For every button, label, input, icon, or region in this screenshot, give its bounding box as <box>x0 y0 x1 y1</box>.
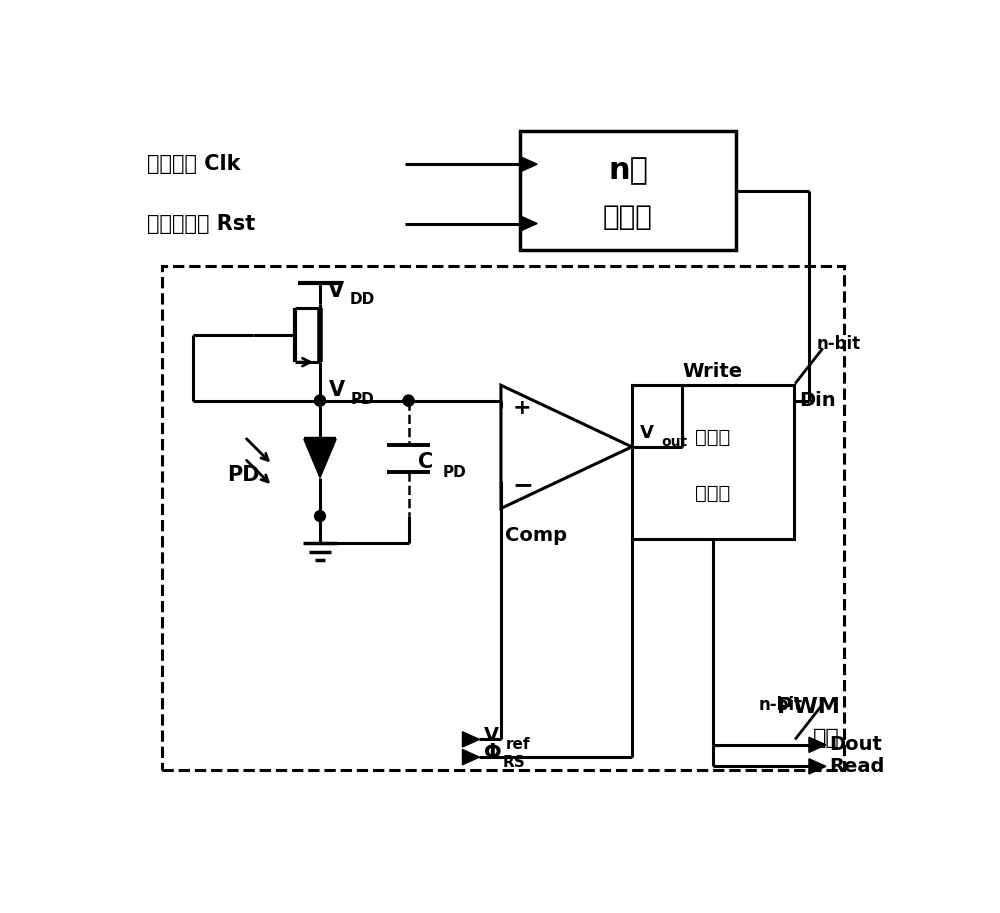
Polygon shape <box>809 737 826 752</box>
Polygon shape <box>520 157 537 172</box>
Text: Read: Read <box>829 757 884 776</box>
Circle shape <box>315 395 325 406</box>
Text: Write: Write <box>683 362 743 381</box>
Text: −: − <box>512 473 534 498</box>
Text: V: V <box>484 726 499 745</box>
Text: out: out <box>661 436 687 449</box>
Text: 像素: 像素 <box>813 728 840 748</box>
Text: Din: Din <box>800 391 836 410</box>
Text: +: + <box>512 398 531 418</box>
Polygon shape <box>520 215 537 231</box>
Text: 存储器: 存储器 <box>695 484 730 502</box>
Bar <box>520 131 736 250</box>
Text: 时钟输入 Clk: 时钟输入 Clk <box>147 154 240 174</box>
Text: n-bit: n-bit <box>817 335 861 353</box>
Text: PD: PD <box>442 465 466 479</box>
Circle shape <box>315 510 325 521</box>
Text: V: V <box>328 280 344 300</box>
Polygon shape <box>462 750 479 765</box>
Text: C: C <box>418 452 433 472</box>
Text: PD: PD <box>351 392 375 406</box>
Text: 计数器: 计数器 <box>603 203 653 231</box>
Text: n-bit: n-bit <box>759 696 803 714</box>
Text: RS: RS <box>502 755 525 770</box>
Polygon shape <box>809 759 826 774</box>
Text: 像素级: 像素级 <box>695 428 730 447</box>
Text: V: V <box>329 380 345 400</box>
Polygon shape <box>304 439 336 477</box>
Text: n位: n位 <box>608 156 648 185</box>
Circle shape <box>403 395 414 406</box>
Text: PD: PD <box>228 466 260 486</box>
Bar <box>162 266 844 771</box>
Text: Φ: Φ <box>484 743 502 763</box>
Bar <box>632 385 794 540</box>
Text: 计数器复位 Rst: 计数器复位 Rst <box>147 214 255 234</box>
Text: ref: ref <box>506 737 530 751</box>
Text: PWM: PWM <box>777 698 840 717</box>
Circle shape <box>315 395 325 406</box>
Text: V: V <box>640 424 653 442</box>
Text: DD: DD <box>349 292 375 308</box>
Polygon shape <box>462 732 479 747</box>
Text: Comp: Comp <box>505 526 567 545</box>
Text: Dout: Dout <box>829 735 882 754</box>
Circle shape <box>403 395 414 406</box>
